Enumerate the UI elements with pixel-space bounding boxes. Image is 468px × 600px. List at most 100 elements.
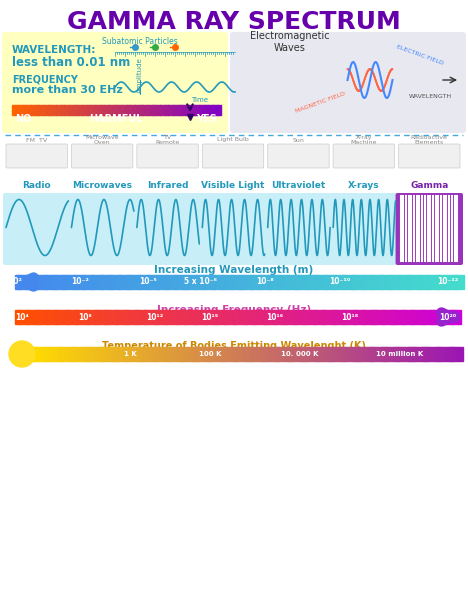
Bar	[317, 275, 320, 289]
Bar	[341, 347, 344, 361]
Bar	[292, 347, 294, 361]
Bar	[132, 347, 134, 361]
Bar	[203, 347, 205, 361]
Bar	[313, 275, 315, 289]
Bar	[89, 275, 92, 289]
Bar	[175, 310, 178, 324]
Bar	[218, 347, 220, 361]
Bar	[164, 310, 167, 324]
Text: Sun: Sun	[292, 137, 304, 142]
Bar	[152, 275, 154, 289]
Bar	[180, 310, 183, 324]
Bar	[231, 347, 234, 361]
Bar	[436, 347, 439, 361]
Bar	[123, 275, 125, 289]
Bar	[308, 347, 311, 361]
Bar	[416, 310, 418, 324]
Bar	[88, 105, 90, 115]
Bar	[37, 310, 40, 324]
Bar	[117, 347, 119, 361]
Bar	[200, 310, 202, 324]
Bar	[431, 275, 434, 289]
Bar	[396, 275, 399, 289]
Bar	[205, 105, 207, 115]
Bar	[295, 310, 298, 324]
Bar	[201, 347, 203, 361]
Bar	[139, 310, 142, 324]
Bar	[114, 347, 117, 361]
Bar	[206, 310, 209, 324]
Bar	[54, 347, 57, 361]
Bar	[257, 347, 259, 361]
Bar	[179, 347, 182, 361]
Bar	[358, 275, 360, 289]
FancyBboxPatch shape	[395, 193, 463, 265]
Bar	[165, 275, 168, 289]
Bar	[100, 310, 102, 324]
Bar	[333, 310, 336, 324]
Bar	[30, 310, 33, 324]
Bar	[82, 310, 85, 324]
Bar	[234, 275, 237, 289]
Text: 10⁻¹²: 10⁻¹²	[438, 277, 459, 286]
Text: Increasing Wavelength (m): Increasing Wavelength (m)	[154, 265, 314, 275]
Bar	[420, 275, 423, 289]
Bar	[45, 347, 48, 361]
Bar	[113, 310, 116, 324]
Bar	[77, 310, 80, 324]
Bar	[253, 310, 256, 324]
Bar	[102, 275, 105, 289]
Bar	[351, 310, 354, 324]
Bar	[213, 347, 216, 361]
Bar	[168, 347, 171, 361]
Bar	[422, 310, 425, 324]
Bar	[456, 275, 459, 289]
Bar	[369, 275, 372, 289]
Bar	[218, 310, 220, 324]
Bar	[157, 347, 160, 361]
Bar	[60, 347, 63, 361]
Bar	[194, 275, 197, 289]
Bar	[231, 310, 234, 324]
Bar	[127, 347, 130, 361]
Bar	[367, 347, 370, 361]
FancyBboxPatch shape	[202, 144, 263, 168]
Bar	[29, 275, 31, 289]
Bar	[80, 105, 83, 115]
Bar	[137, 105, 140, 115]
Bar	[138, 310, 140, 324]
Bar	[82, 347, 85, 361]
Bar	[228, 275, 231, 289]
Bar	[263, 347, 266, 361]
Bar	[445, 310, 447, 324]
Bar	[371, 275, 374, 289]
Text: 10¹⁸: 10¹⁸	[342, 313, 358, 322]
Bar	[311, 347, 314, 361]
Bar	[106, 310, 109, 324]
Bar	[67, 347, 69, 361]
Bar	[400, 275, 403, 289]
Bar	[434, 275, 437, 289]
Bar	[30, 347, 33, 361]
Bar	[226, 275, 228, 289]
Text: Visible Light: Visible Light	[201, 181, 265, 190]
Bar	[244, 347, 247, 361]
Bar	[222, 310, 225, 324]
Bar	[199, 105, 202, 115]
Bar	[51, 347, 54, 361]
Bar	[49, 275, 51, 289]
Bar	[88, 310, 91, 324]
Bar	[17, 105, 20, 115]
Bar	[80, 347, 82, 361]
Bar	[398, 275, 401, 289]
Bar	[111, 275, 114, 289]
Bar	[362, 310, 365, 324]
Text: 10⁻⁵: 10⁻⁵	[139, 277, 157, 286]
Bar	[400, 310, 402, 324]
Bar	[189, 310, 191, 324]
Bar	[284, 275, 286, 289]
Bar	[110, 310, 113, 324]
Bar	[324, 275, 327, 289]
Bar	[262, 310, 265, 324]
Bar	[147, 275, 150, 289]
